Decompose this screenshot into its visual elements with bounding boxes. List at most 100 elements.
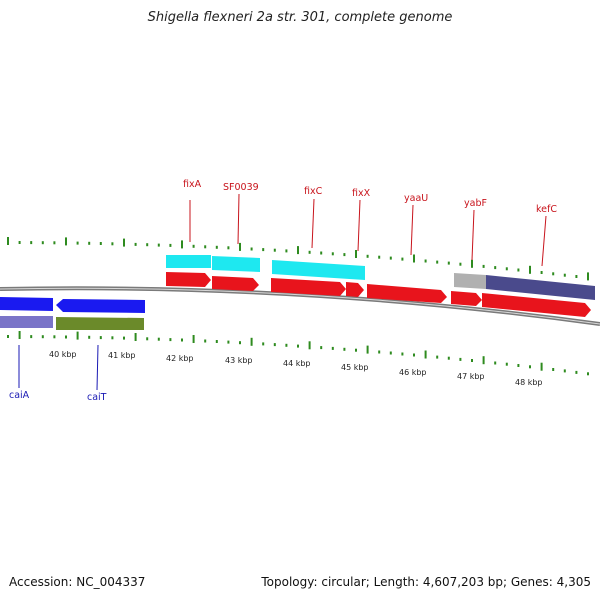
scale-labels: 40 kbp 41 kbp 42 kbp 43 kbp 44 kbp 45 kb… — [49, 350, 543, 387]
genome-summary: Topology: circular; Length: 4,607,203 bp… — [261, 575, 591, 589]
minor-tick — [331, 252, 334, 256]
minor-tick — [146, 243, 149, 247]
minor-tick — [18, 241, 21, 244]
scale-label: 46 kbp — [399, 368, 427, 377]
scale-label: 45 kbp — [341, 363, 369, 372]
cds-fixA-bar — [166, 255, 211, 268]
gene-label-leaders-top — [189, 193, 547, 267]
minor-tick — [215, 245, 218, 249]
minor-tick — [320, 251, 323, 255]
gene-label-fixX: fixX — [352, 188, 371, 199]
minor-tick — [575, 370, 578, 374]
scale-label: 41 kbp — [108, 351, 136, 360]
scale-label: 42 kbp — [166, 354, 194, 363]
gene-fixA-arrow — [166, 272, 211, 287]
minor-tick — [65, 335, 67, 339]
major-tick — [366, 345, 369, 354]
minor-tick — [134, 242, 137, 246]
major-tick — [471, 259, 473, 268]
minor-tick — [343, 347, 346, 351]
major-tick — [424, 350, 427, 359]
gene-kefC-arrow — [482, 293, 591, 317]
minor-tick — [401, 352, 404, 356]
minor-tick — [7, 335, 9, 338]
minor-tick — [169, 243, 172, 247]
minor-tick — [262, 342, 265, 346]
scale-label: 40 kbp — [49, 350, 77, 359]
minor-tick — [447, 356, 450, 360]
major-tick — [76, 331, 79, 340]
minor-tick — [552, 368, 555, 371]
gene-label-SF0039: SF0039 — [223, 182, 259, 193]
major-tick — [239, 242, 241, 251]
minor-tick — [505, 267, 508, 271]
gene-label-leaders-bottom — [18, 344, 99, 391]
major-tick — [7, 237, 9, 245]
minor-tick — [378, 350, 381, 354]
genome-backbone-inner — [0, 287, 600, 325]
cds-kefC-bar — [486, 275, 595, 300]
gene-label-caiA: caiA — [9, 390, 30, 401]
major-tick — [134, 333, 137, 341]
minor-tick — [308, 250, 311, 254]
gene-label-yaaU: yaaU — [404, 193, 428, 204]
minor-tick — [471, 359, 473, 362]
gene-yabF-arrow — [451, 291, 482, 306]
minor-tick — [285, 249, 288, 253]
minor-tick — [41, 241, 44, 245]
scale-ticks-lower — [7, 331, 589, 376]
reverse-genes — [0, 297, 145, 330]
scale-label: 48 kbp — [515, 378, 543, 387]
minor-tick — [53, 241, 56, 245]
gene-labels-top: fixA SF0039 fixC fixX yaaU yabF kefC — [183, 179, 557, 215]
minor-tick — [250, 247, 253, 251]
minor-tick — [181, 338, 183, 342]
minor-tick — [505, 362, 508, 366]
forward-genes — [166, 255, 595, 317]
minor-tick — [76, 241, 79, 245]
scale-ticks-upper — [7, 237, 589, 281]
minor-tick — [378, 255, 381, 259]
major-tick — [540, 362, 543, 371]
minor-tick — [529, 365, 531, 369]
minor-tick — [262, 248, 265, 252]
minor-tick — [215, 340, 218, 343]
minor-tick — [436, 260, 439, 264]
minor-tick — [401, 257, 404, 261]
major-tick — [297, 246, 299, 255]
major-tick — [181, 240, 183, 249]
minor-tick — [436, 355, 439, 359]
gene-label-fixA: fixA — [183, 179, 202, 190]
scale-label: 47 kbp — [457, 372, 485, 381]
minor-tick — [563, 273, 566, 277]
scale-label: 44 kbp — [283, 359, 311, 368]
minor-tick — [587, 372, 589, 376]
gene-caiA-arrow — [0, 297, 53, 311]
minor-tick — [273, 248, 276, 252]
gene-SF0039-arrow — [212, 276, 259, 291]
minor-tick — [99, 336, 102, 340]
gene-label-kefC: kefC — [536, 204, 557, 215]
accession-label: Accession: NC_004337 — [9, 575, 146, 589]
minor-tick — [494, 361, 497, 365]
major-tick — [587, 272, 589, 281]
cds-SF0039-bar — [212, 256, 260, 272]
cds-yabF-bar — [454, 273, 486, 289]
gene-yaaU-arrow — [367, 284, 447, 303]
minor-tick — [146, 337, 149, 341]
minor-tick — [192, 244, 195, 248]
gene-labels-bottom: caiA caiT — [9, 390, 107, 403]
minor-tick — [459, 357, 462, 361]
major-tick — [308, 341, 311, 350]
minor-tick — [53, 335, 56, 339]
gene-fixX-arrow — [346, 282, 364, 297]
minor-tick — [552, 272, 555, 276]
cds-caiA-bar — [0, 316, 53, 328]
minor-tick — [389, 256, 392, 260]
minor-tick — [227, 246, 230, 250]
minor-tick — [424, 259, 427, 263]
minor-tick — [204, 245, 207, 249]
minor-tick — [459, 262, 462, 266]
major-tick — [18, 331, 21, 339]
minor-tick — [575, 275, 578, 278]
